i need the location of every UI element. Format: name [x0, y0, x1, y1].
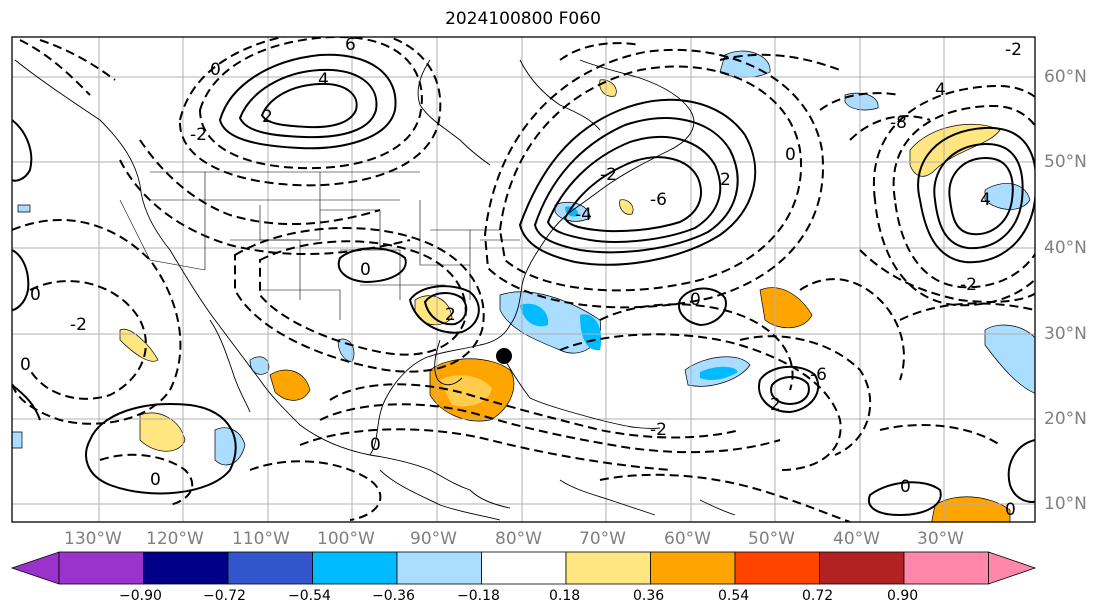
lon-label: 110°W: [232, 529, 290, 549]
lon-label: 50°W: [748, 529, 795, 549]
contour-label: 2: [770, 395, 781, 415]
lon-label: 90°W: [410, 529, 457, 549]
contour-labels: 0 6 4 2 -2 0 2 -2 -4 -6 2 0 -8 4 4 -2 -2…: [20, 35, 1022, 520]
lon-label: 100°W: [317, 529, 375, 549]
contour-label: -2: [190, 125, 207, 145]
colorbar-tick-label: 0.18: [549, 588, 581, 604]
map-title: 2024100800 F060: [445, 9, 601, 29]
contour-label: 4: [980, 190, 991, 210]
colorbar-low-extend: [10, 551, 60, 585]
contour-label: 6: [345, 35, 356, 55]
storm-center-dot: [496, 348, 512, 364]
contour-label: 0: [150, 470, 161, 490]
colorbar-segment: [58, 551, 144, 585]
lon-label: 70°W: [579, 529, 626, 549]
contour-label: 0: [30, 285, 41, 305]
contour-label: -2: [600, 165, 617, 185]
colorbar-tick-label: −0.90: [119, 588, 162, 604]
lat-label: 50°N: [1044, 152, 1087, 172]
colorbar-segment: [819, 551, 905, 585]
contour-label: 0: [1005, 500, 1016, 520]
colorbar: [10, 551, 1037, 585]
contour-label: 0: [20, 355, 31, 375]
contour-label: -8: [890, 113, 907, 133]
contour-label: 0: [785, 145, 796, 165]
colorbar-segment: [565, 551, 651, 585]
colorbar-tick-label: 0.90: [887, 588, 919, 604]
colorbar-segment: [734, 551, 820, 585]
lon-label: 30°W: [917, 529, 964, 549]
contour-label: 0: [370, 435, 381, 455]
positive-contours: [12, 53, 1035, 517]
contour-label: 0: [360, 260, 371, 280]
contour-label: -6: [650, 190, 667, 210]
lon-label: 80°W: [495, 529, 542, 549]
shaded-anomaly-areas: [12, 50, 1035, 522]
contour-label: -2: [70, 315, 87, 335]
colorbar-segment: [903, 551, 989, 585]
colorbar-segment: [396, 551, 482, 585]
lat-label: 60°N: [1044, 67, 1087, 87]
lat-label: 20°N: [1044, 409, 1087, 429]
negative-contours: [12, 37, 1035, 522]
colorbar-tick-label: 0.36: [633, 588, 665, 604]
lon-label: 60°W: [664, 529, 711, 549]
state-borders: [119, 171, 520, 320]
lon-label: 130°W: [64, 529, 122, 549]
colorbar-tick-label: 0.54: [718, 588, 750, 604]
contour-label: -6: [810, 365, 827, 385]
lon-label: 40°W: [833, 529, 880, 549]
contour-label: 4: [318, 70, 329, 90]
contour-label: 0: [210, 60, 221, 80]
colorbar-tick-label: −0.54: [288, 588, 331, 604]
contour-label: 2: [720, 170, 731, 190]
colorbar-tick-label: −0.72: [203, 588, 246, 604]
colorbar-tick-label: 0.72: [802, 588, 834, 604]
colorbar-segment: [143, 551, 229, 585]
contour-label: 0: [690, 290, 701, 310]
contour-label: 4: [935, 80, 946, 100]
contour-label: 2: [262, 107, 273, 127]
colorbar-high-extend: [988, 551, 1037, 585]
lat-label: 30°N: [1044, 324, 1087, 344]
map-frame: [11, 36, 1036, 523]
contour-label: 2: [445, 305, 456, 325]
colorbar-segment: [227, 551, 313, 585]
colorbar-segment: [481, 551, 567, 585]
contour-label: -4: [575, 205, 592, 225]
contour-label: -2: [960, 275, 977, 295]
colorbar-segment: [312, 551, 398, 585]
lat-label: 40°N: [1044, 238, 1087, 258]
lon-label: 120°W: [146, 529, 204, 549]
contour-label: -2: [650, 420, 667, 440]
colorbar-segment: [650, 551, 736, 585]
contour-label: -2: [1005, 40, 1022, 60]
contour-label: 0: [900, 477, 911, 497]
colorbar-tick-label: −0.18: [457, 588, 500, 604]
colorbar-tick-label: −0.36: [372, 588, 415, 604]
lat-label: 10°N: [1044, 494, 1087, 514]
